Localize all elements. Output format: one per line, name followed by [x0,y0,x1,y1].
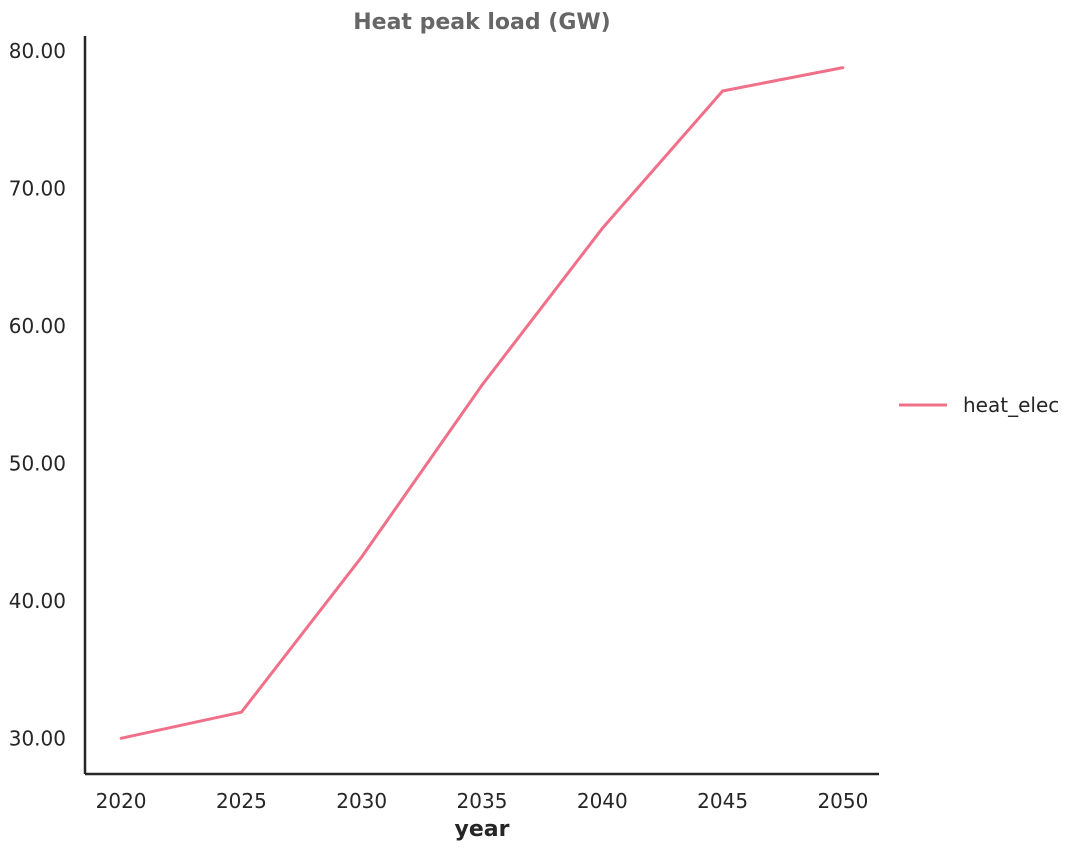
data-point [480,383,484,387]
y-tick-label: 60.00 [9,314,66,338]
data-point [239,710,243,714]
x-tick-label: 2035 [457,789,508,813]
data-point [841,66,845,70]
series-line-heat_elec [120,66,844,740]
data-point [721,89,725,93]
y-axis-ticks: 30.00 40.00 50.00 60.00 70.00 80.00 [9,39,66,750]
x-tick-label: 2030 [336,789,387,813]
x-tick-label: 2025 [216,789,267,813]
data-point [600,227,604,230]
data-point [360,555,364,559]
series-layer [119,66,845,740]
y-tick-label: 70.00 [9,177,66,201]
x-axis-ticks: 2020 2025 2030 2035 2040 2045 2050 [96,789,869,813]
y-tick-label: 30.00 [9,726,66,750]
x-tick-label: 2040 [577,789,628,813]
x-axis-label: year [455,817,510,842]
legend-label: heat_elec [963,393,1059,417]
legend: heat_elec [899,393,1059,417]
chart-title: Heat peak load (GW) [353,10,611,35]
x-tick-label: 2045 [697,789,748,813]
y-tick-label: 50.00 [9,451,66,475]
x-tick-label: 2020 [96,789,147,813]
y-tick-label: 80.00 [9,39,66,63]
data-point [119,736,123,740]
x-tick-label: 2050 [817,789,868,813]
y-tick-label: 40.00 [9,589,66,613]
